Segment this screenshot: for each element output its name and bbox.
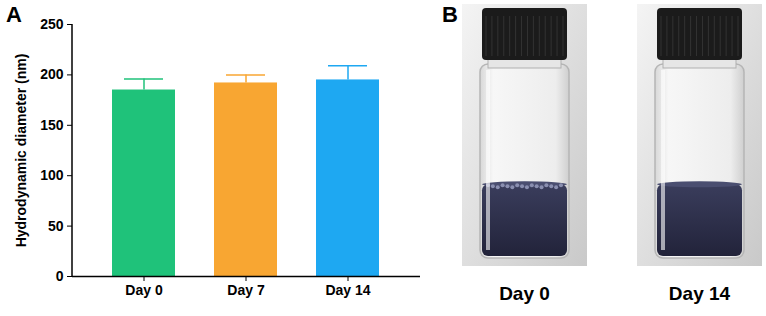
svg-text:150: 150 <box>40 117 64 133</box>
svg-text:Day 14: Day 14 <box>669 283 731 304</box>
svg-text:200: 200 <box>40 66 64 82</box>
svg-text:0: 0 <box>56 268 64 284</box>
svg-text:Day 7: Day 7 <box>227 282 265 298</box>
svg-text:Day 0: Day 0 <box>499 283 550 304</box>
html-text:B: B <box>442 2 458 27</box>
svg-text:50: 50 <box>48 218 64 234</box>
svg-text:Day 0: Day 0 <box>125 282 163 298</box>
svg-text:250: 250 <box>40 16 64 32</box>
svg-text:100: 100 <box>40 167 64 183</box>
svg-text:Hydrodynamic diameter (nm): Hydrodynamic diameter (nm) <box>13 54 29 248</box>
svg-text:Day 14: Day 14 <box>325 282 370 298</box>
html-text:A: A <box>6 2 22 27</box>
